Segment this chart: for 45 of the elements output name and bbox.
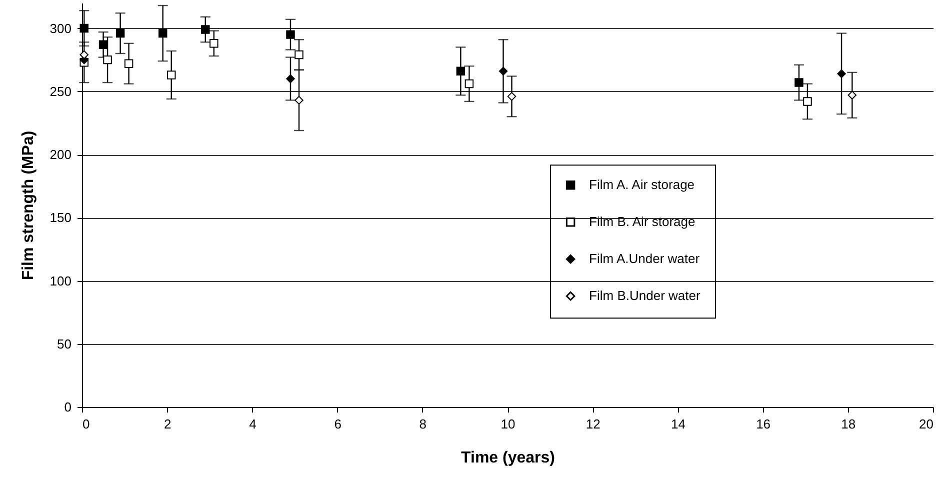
- point: [80, 24, 88, 33]
- y-tick-label: 150: [50, 210, 72, 226]
- x-tick-label: 6: [334, 416, 342, 432]
- point: [848, 90, 857, 100]
- y-tick-label: 300: [50, 20, 72, 36]
- point: [794, 78, 804, 87]
- y-tick-label: 250: [50, 84, 72, 99]
- x-tick-label: 20: [919, 416, 934, 432]
- x-tick-label: 14: [670, 416, 686, 432]
- point: [286, 74, 295, 84]
- y-axis-title: Film strength (MPa): [20, 130, 37, 280]
- legend-label: Film A. Air storage: [589, 177, 695, 192]
- y-tick-label: 100: [50, 273, 72, 288]
- point: [201, 25, 210, 34]
- point: [124, 59, 134, 68]
- legend-label: Film B. Air storage: [589, 214, 696, 230]
- y-tick-label: 50: [57, 336, 72, 352]
- point: [103, 55, 112, 64]
- point: [498, 66, 508, 76]
- legend-label: Film B.Under water: [589, 288, 701, 304]
- legend-label: Film A.Under water: [589, 251, 700, 266]
- point: [98, 40, 108, 50]
- point: [456, 66, 466, 76]
- x-axis-title: Time (years): [461, 450, 555, 466]
- x-tick-label: 10: [500, 416, 516, 432]
- x-tick-label: 16: [756, 416, 771, 432]
- y-tick-label: 200: [50, 147, 72, 162]
- x-tick-label: 8: [419, 416, 427, 432]
- point: [286, 30, 295, 39]
- x-tick-label: 18: [841, 416, 856, 432]
- x-tick-label: 12: [586, 416, 600, 432]
- point: [116, 28, 125, 38]
- point: [158, 28, 168, 38]
- point: [166, 70, 176, 80]
- y-tick-label: 0: [64, 400, 72, 414]
- point: [210, 39, 218, 48]
- x-tick-label: 4: [249, 416, 256, 432]
- point: [464, 79, 474, 88]
- point: [294, 96, 304, 105]
- x-tick-label: 2: [164, 416, 172, 432]
- point: [507, 92, 516, 101]
- point: [837, 69, 846, 78]
- point: [803, 97, 812, 106]
- x-tick-label: 0: [82, 416, 90, 432]
- point: [294, 50, 304, 60]
